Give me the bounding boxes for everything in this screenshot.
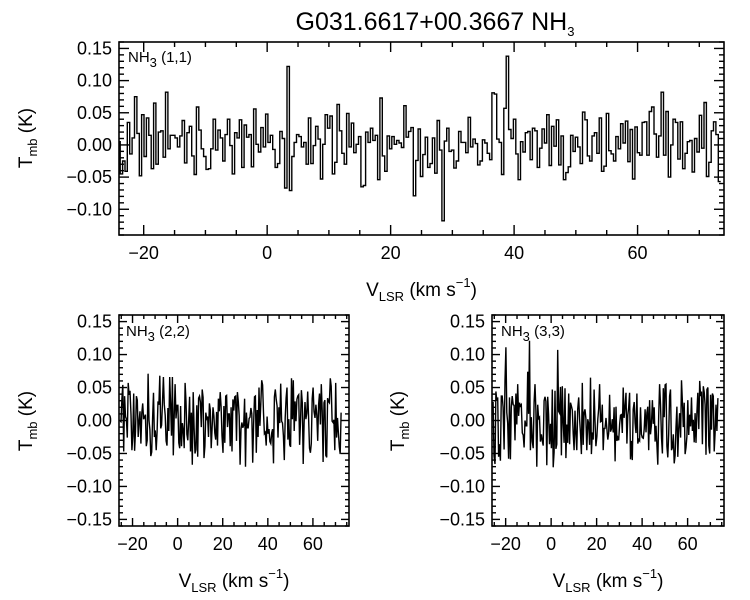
y-tick-label: 0.05 — [450, 378, 485, 398]
x-tick-label: 0 — [546, 534, 556, 554]
x-tick-label: 40 — [632, 534, 652, 554]
y-tick-label: 0.00 — [77, 411, 112, 431]
x-tick-label: 20 — [381, 243, 401, 263]
panel-label: NH3 (3,3) — [501, 323, 565, 344]
figure-title: G031.6617+00.3667 NH3 — [296, 8, 575, 39]
y-tick-label: 0.10 — [450, 345, 485, 365]
y-axis-label: Tmb (K) — [388, 391, 412, 451]
y-tick-label: 0.15 — [77, 38, 112, 58]
y-tick-label: −0.15 — [439, 509, 485, 529]
x-tick-label: 60 — [303, 534, 323, 554]
spectrum-line — [492, 340, 719, 468]
panel-nh3-11: −20 0 20 40 60 −0.10 −0.05 0.00 0.05 0.10 0.15 NH3 … — [16, 38, 725, 304]
y-tick-label: −0.10 — [439, 476, 485, 496]
y-tick-label: 0.00 — [77, 135, 112, 155]
plot-frame — [118, 41, 725, 236]
y-tick-label: 0.10 — [77, 345, 112, 365]
spectrum-line — [119, 55, 721, 222]
x-axis-label: VLSR (km s−1) — [179, 566, 290, 595]
panels: −20 0 20 40 60 −0.10 −0.05 0.00 0.05 0.10 0.15 NH3 … — [16, 38, 725, 595]
y-axis-label: Tmb (K) — [16, 108, 40, 168]
y-tick-label: 0.10 — [77, 71, 112, 91]
x-tick-label: 60 — [678, 534, 698, 554]
y-tick-label: 0.05 — [77, 378, 112, 398]
y-tick-label: −0.10 — [66, 476, 112, 496]
y-tick-label: 0.15 — [450, 312, 485, 332]
x-tick-label: 40 — [504, 243, 524, 263]
spectrum-line — [119, 373, 342, 467]
x-tick-label: −20 — [490, 534, 521, 554]
panel-nh3-33: −20 0 20 40 60 −0.15 −0.10 −0.05 0.00 0.05 0.10 0.1… — [388, 312, 725, 595]
y-tick-label: −0.10 — [66, 199, 112, 219]
x-tick-label: 0 — [173, 534, 183, 554]
x-tick-label: −20 — [128, 243, 159, 263]
x-axis-label: VLSR (km s−1) — [366, 275, 477, 304]
y-tick-label: −0.05 — [439, 443, 485, 463]
y-tick-label: −0.05 — [66, 443, 112, 463]
x-tick-label: 40 — [258, 534, 278, 554]
y-tick-label: 0.15 — [77, 312, 112, 332]
y-tick-label: 0.05 — [77, 103, 112, 123]
x-tick-label: 20 — [213, 534, 233, 554]
panel-label: NH3 (2,2) — [126, 323, 190, 344]
x-tick-label: −20 — [117, 534, 148, 554]
x-tick-label: 20 — [587, 534, 607, 554]
x-tick-label: 60 — [628, 243, 648, 263]
x-tick-label: 0 — [262, 243, 272, 263]
y-axis-label: Tmb (K) — [16, 391, 40, 451]
y-tick-label: −0.15 — [66, 509, 112, 529]
y-tick-label: 0.00 — [450, 411, 485, 431]
x-axis-label: VLSR (km s−1) — [553, 566, 664, 595]
panel-nh3-22: −20 0 20 40 60 −0.15 −0.10 −0.05 0.00 0.05 0.10 0.1… — [16, 312, 350, 595]
panel-label: NH3 (1,1) — [128, 49, 192, 70]
y-tick-label: −0.05 — [66, 167, 112, 187]
